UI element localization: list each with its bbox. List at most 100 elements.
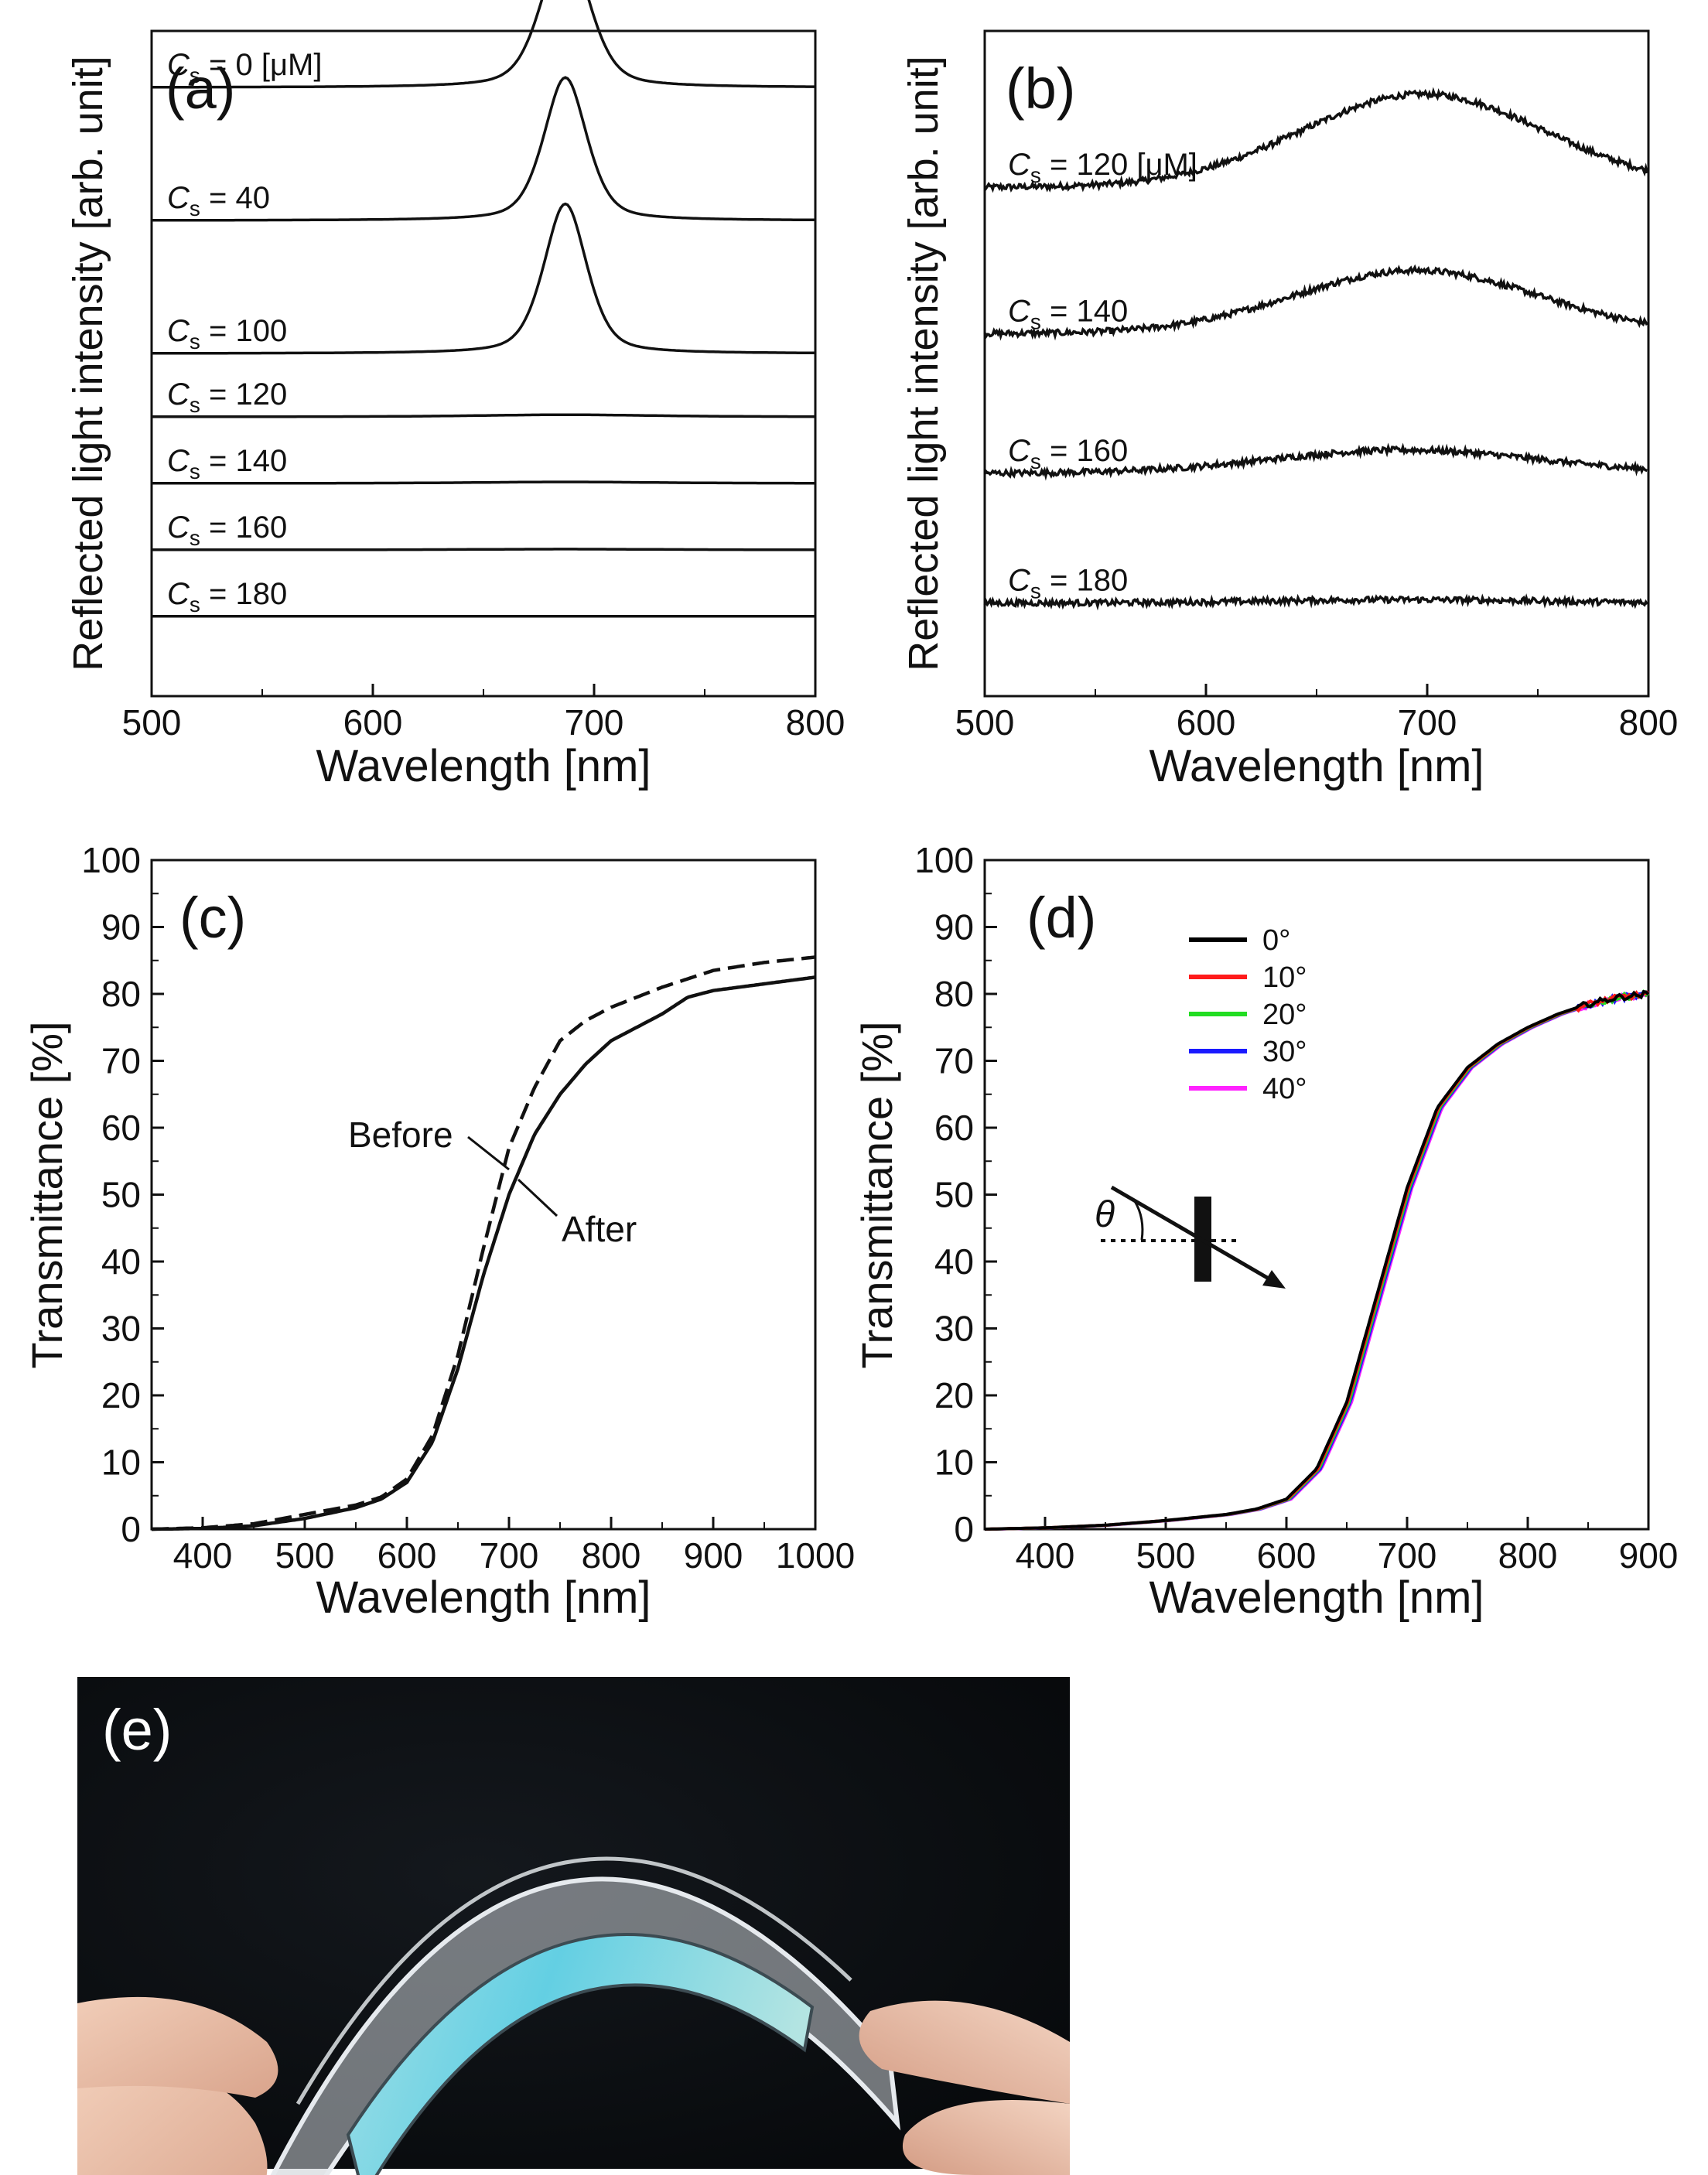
series-label-symbol: C xyxy=(167,444,190,478)
y-tick-label: 90 xyxy=(101,907,141,948)
y-tick-label: 30 xyxy=(101,1309,141,1349)
panel-a-x-axis-title: Wavelength [nm] xyxy=(316,741,651,791)
series-label-symbol: C xyxy=(167,577,190,611)
panel-d-curves xyxy=(984,988,1650,1531)
panel-a-x-ticks: 500 600 700 800 xyxy=(122,684,845,743)
panel-b-label: (b) xyxy=(1006,56,1075,121)
y-tick-label: 60 xyxy=(101,1108,141,1148)
series-label-value: = 180 xyxy=(1041,564,1128,598)
series-label-symbol: C xyxy=(1008,434,1031,468)
x-tick-label: 700 xyxy=(1378,1535,1437,1576)
legend-label: 10° xyxy=(1262,961,1307,994)
series-label-subscript: s xyxy=(1030,163,1041,187)
panel-c-x-ticks: 400 500 600 700 800 900 1000 xyxy=(151,1517,855,1576)
y-tick-label: 0 xyxy=(121,1509,141,1549)
incidence-angle-diagram: θ xyxy=(1095,1185,1286,1289)
angle-curve xyxy=(985,990,1650,1531)
x-tick-label: 900 xyxy=(1619,1535,1679,1576)
series-label-symbol: C xyxy=(167,377,190,411)
annotation-before: Before xyxy=(348,1115,453,1155)
series-label-value: = 0 [μM] xyxy=(200,48,323,82)
panel-c: (c) 0 10 20 30 40 50 60 70 80 90 100 400 500 600 700 8… xyxy=(22,840,855,1623)
angle-curve xyxy=(985,988,1650,1531)
before-curve xyxy=(151,955,816,1531)
series-label-symbol: C xyxy=(1008,148,1031,182)
y-tick-label: 100 xyxy=(914,840,974,880)
y-tick-label: 40 xyxy=(101,1241,141,1282)
left-thumb xyxy=(77,1996,278,2098)
y-tick-label: 70 xyxy=(934,1041,974,1081)
after-curve xyxy=(152,975,816,1531)
panel-d-y-axis-title: Transmittance [%] xyxy=(852,1021,901,1368)
angle-curve xyxy=(984,989,1650,1531)
panel-b-x-ticks: 500 600 700 800 xyxy=(955,684,1678,743)
series-label-value: = 160 xyxy=(1041,434,1128,468)
x-tick-label: 400 xyxy=(1016,1535,1075,1576)
series-label-value: = 160 xyxy=(200,510,287,545)
series-label: Cs = 0 [μM] xyxy=(167,48,322,87)
panel-d-label: (d) xyxy=(1027,886,1096,950)
panel-a-label: (a) xyxy=(166,56,235,121)
legend-label: 40° xyxy=(1262,1073,1307,1105)
panel-b-x-axis-title: Wavelength [nm] xyxy=(1149,741,1484,791)
series-label-subscript: s xyxy=(190,592,200,616)
series-label: Cs = 160 xyxy=(167,510,287,550)
series-label: Cs = 180 xyxy=(1008,564,1128,603)
series-label: Cs = 140 xyxy=(1008,294,1128,333)
series-label-subscript: s xyxy=(190,63,200,87)
y-tick-label: 0 xyxy=(954,1509,974,1549)
annotation-before-leader xyxy=(467,1135,510,1171)
panel-b-traces xyxy=(983,87,1648,611)
x-tick-label: 800 xyxy=(786,702,845,743)
y-tick-label: 80 xyxy=(101,974,141,1014)
panel-e-label: (e) xyxy=(102,1698,172,1762)
y-tick-label: 20 xyxy=(101,1375,141,1415)
series-label-subscript: s xyxy=(1030,449,1041,473)
y-tick-label: 80 xyxy=(934,974,974,1014)
x-tick-label: 800 xyxy=(1498,1535,1558,1576)
series-label-value: = 100 xyxy=(200,314,287,348)
y-tick-label: 20 xyxy=(934,1375,974,1415)
spectrum-trace xyxy=(152,0,815,89)
x-tick-label: 500 xyxy=(1136,1535,1196,1576)
legend-label: 30° xyxy=(1262,1036,1307,1068)
left-fingers xyxy=(77,2071,268,2175)
series-label: Cs = 120 [μM] xyxy=(1008,148,1197,187)
x-tick-label: 500 xyxy=(122,702,182,743)
series-label-subscript: s xyxy=(190,459,200,483)
panel-c-curves xyxy=(151,955,816,1531)
panel-d: (d) 0 10 20 30 40 50 60 70 80 90 100 400 500 600 700 8… xyxy=(852,840,1678,1623)
y-tick-label: 10 xyxy=(101,1443,141,1483)
x-tick-label: 400 xyxy=(173,1535,233,1576)
x-tick-label: 600 xyxy=(377,1535,437,1576)
panel-d-x-ticks: 400 500 600 700 800 900 xyxy=(984,1517,1679,1576)
series-label-value: = 140 xyxy=(1041,294,1128,328)
panel-c-label: (c) xyxy=(179,886,246,950)
x-tick-label: 700 xyxy=(565,702,624,743)
series-label: Cs = 100 xyxy=(167,314,287,353)
series-label: Cs = 120 xyxy=(167,377,287,417)
series-label-value: = 120 [μM] xyxy=(1041,148,1197,182)
series-label-value: = 180 xyxy=(200,577,287,611)
theta-symbol: θ xyxy=(1095,1194,1115,1235)
series-label-symbol: C xyxy=(1008,564,1031,598)
y-tick-label: 90 xyxy=(934,907,974,948)
y-tick-label: 10 xyxy=(934,1443,974,1483)
series-label-symbol: C xyxy=(167,510,190,545)
spectrum-trace xyxy=(983,442,1648,481)
x-tick-label: 600 xyxy=(1257,1535,1317,1576)
panel-d-y-ticks: 0 10 20 30 40 50 60 70 80 90 100 xyxy=(914,840,997,1549)
series-label-value: = 40 xyxy=(200,181,270,215)
series-label-subscript: s xyxy=(190,329,200,353)
panel-c-y-axis-title: Transmittance [%] xyxy=(22,1021,71,1368)
angle-curve xyxy=(985,992,1650,1531)
cyan-film xyxy=(346,1933,815,2175)
incident-ray-line xyxy=(1110,1185,1270,1281)
right-fingers xyxy=(902,2100,1070,2175)
annotation-after-leader xyxy=(517,1178,559,1217)
series-label: Cs = 40 xyxy=(167,181,270,220)
